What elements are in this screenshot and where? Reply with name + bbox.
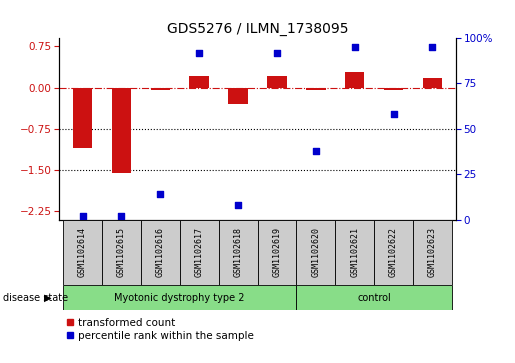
Bar bbox=[219, 220, 258, 285]
Point bbox=[351, 44, 359, 50]
Text: GSM1102618: GSM1102618 bbox=[234, 227, 243, 277]
Point bbox=[117, 213, 126, 219]
Bar bbox=[413, 220, 452, 285]
Text: GSM1102616: GSM1102616 bbox=[156, 227, 165, 277]
Bar bbox=[180, 220, 219, 285]
Bar bbox=[63, 285, 296, 310]
Bar bbox=[102, 220, 141, 285]
Point bbox=[273, 50, 281, 56]
Text: GSM1102622: GSM1102622 bbox=[389, 227, 398, 277]
Bar bbox=[345, 72, 365, 87]
Point bbox=[195, 50, 203, 56]
Text: GSM1102619: GSM1102619 bbox=[272, 227, 281, 277]
Bar bbox=[63, 220, 102, 285]
Bar bbox=[190, 76, 209, 87]
Text: GSM1102615: GSM1102615 bbox=[117, 227, 126, 277]
Title: GDS5276 / ILMN_1738095: GDS5276 / ILMN_1738095 bbox=[167, 22, 348, 36]
Point bbox=[234, 202, 242, 208]
Bar bbox=[258, 220, 296, 285]
Legend: transformed count, percentile rank within the sample: transformed count, percentile rank withi… bbox=[64, 315, 256, 343]
Text: GSM1102617: GSM1102617 bbox=[195, 227, 204, 277]
Bar bbox=[112, 87, 131, 173]
Bar bbox=[423, 78, 442, 87]
Bar bbox=[374, 220, 413, 285]
Bar bbox=[306, 87, 325, 90]
Text: GSM1102614: GSM1102614 bbox=[78, 227, 87, 277]
Text: Myotonic dystrophy type 2: Myotonic dystrophy type 2 bbox=[114, 293, 245, 303]
Bar bbox=[267, 76, 287, 87]
Bar bbox=[335, 220, 374, 285]
Text: GSM1102623: GSM1102623 bbox=[428, 227, 437, 277]
Point bbox=[156, 191, 164, 197]
Point bbox=[389, 111, 398, 117]
Bar bbox=[296, 220, 335, 285]
Bar bbox=[296, 285, 452, 310]
Point bbox=[312, 148, 320, 154]
Point bbox=[78, 213, 87, 219]
Point bbox=[428, 44, 437, 50]
Text: control: control bbox=[357, 293, 391, 303]
Bar bbox=[141, 220, 180, 285]
Text: GSM1102620: GSM1102620 bbox=[311, 227, 320, 277]
Text: disease state: disease state bbox=[3, 293, 67, 303]
Bar bbox=[73, 87, 92, 148]
Bar bbox=[384, 87, 403, 90]
Bar bbox=[150, 87, 170, 90]
Text: GSM1102621: GSM1102621 bbox=[350, 227, 359, 277]
Text: ▶: ▶ bbox=[44, 293, 52, 303]
Bar bbox=[228, 87, 248, 104]
